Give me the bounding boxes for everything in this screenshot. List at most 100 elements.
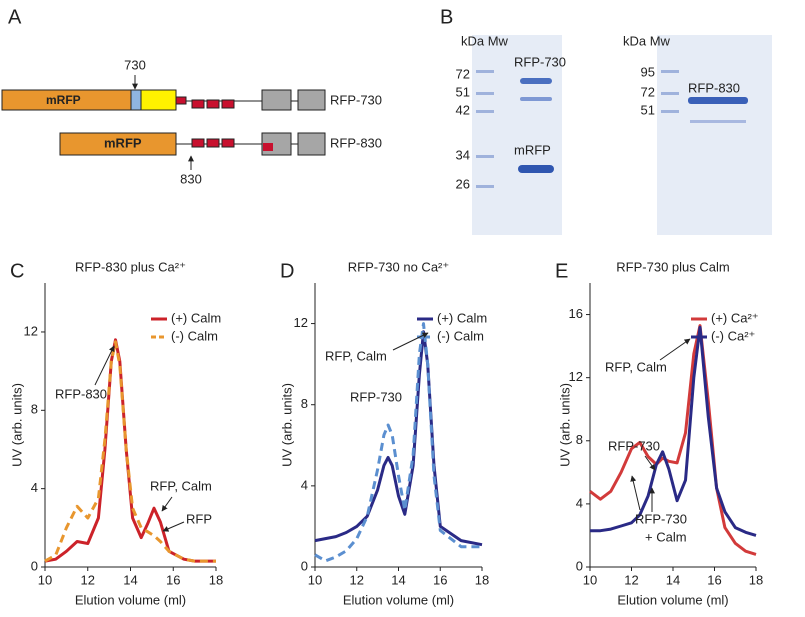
x-tick-label: 14	[666, 572, 680, 587]
annotation: RFP-730	[608, 438, 660, 453]
gel-band	[688, 97, 748, 104]
x-tick-label: 10	[583, 572, 597, 587]
series-line	[590, 325, 757, 537]
annotation: RFP, Calm	[605, 359, 667, 374]
x-tick-label: 10	[308, 572, 322, 587]
legend-label: (+) Ca²⁺	[711, 310, 759, 325]
marker-label: 72	[456, 66, 470, 81]
series-line	[314, 322, 482, 563]
y-tick-label: 0	[576, 558, 583, 573]
gray-box	[297, 89, 326, 111]
marker-label: 26	[456, 176, 470, 191]
x-tick-label: 16	[433, 572, 447, 587]
ladder-band	[661, 92, 679, 95]
x-axis-label: Elution volume (ml)	[75, 592, 186, 607]
y-tick-label: 4	[301, 477, 308, 492]
gel-band	[520, 78, 552, 84]
x-tick-label: 18	[475, 572, 489, 587]
red-box	[175, 96, 187, 105]
panel-a: A mRFP RFP-730 730 mRFP RFP-830 830	[1, 6, 382, 186]
gel	[657, 35, 772, 235]
y-tick-label: 12	[569, 369, 583, 384]
y-tick-label: 0	[301, 558, 308, 573]
annotation: RFP-730	[635, 511, 687, 526]
y-tick-label: 16	[569, 306, 583, 321]
annotation: RFP, Calm	[150, 478, 212, 493]
y-tick-label: 8	[301, 396, 308, 411]
y-tick-label: 12	[24, 323, 38, 338]
ladder-band	[476, 70, 494, 73]
panel-label: C	[10, 260, 24, 282]
gray-box	[297, 132, 326, 156]
band-label: mRFP	[514, 142, 551, 157]
legend-label: (+) Calm	[171, 310, 221, 325]
annotation: RFP-830	[55, 386, 107, 401]
y-axis-label: UV (arb. units)	[279, 383, 294, 467]
annotation-arrow	[659, 338, 691, 361]
domain-label: mRFP	[104, 135, 142, 150]
annotation-arrow	[630, 475, 641, 511]
legend-label: (-) Calm	[437, 328, 484, 343]
red-box	[263, 143, 273, 151]
chart-title: RFP-730 plus Calm	[616, 259, 729, 274]
x-tick-label: 16	[166, 572, 180, 587]
construct-name: RFP-730	[330, 92, 382, 107]
gel-band	[518, 165, 554, 173]
ladder-band	[661, 70, 679, 73]
marker-label: 34	[456, 147, 470, 162]
red-box	[206, 99, 220, 109]
annotation-arrow	[94, 345, 115, 386]
series-line	[44, 340, 216, 563]
y-axis-label: UV (arb. units)	[557, 383, 572, 467]
annotation-arrow	[161, 496, 173, 512]
legend-label: (+) Calm	[437, 310, 487, 325]
marker-label: 95	[641, 64, 655, 79]
panel-label: B	[440, 6, 453, 28]
annotation-arrow	[392, 332, 429, 351]
x-axis-label: Elution volume (ml)	[617, 592, 728, 607]
band-label: RFP-730	[514, 54, 566, 69]
red-box	[221, 138, 235, 148]
series-line	[44, 338, 216, 563]
y-tick-label: 8	[576, 432, 583, 447]
linker-box	[130, 89, 142, 111]
annotation-arrow	[162, 521, 185, 532]
x-tick-label: 14	[391, 572, 405, 587]
y-tick-label: 4	[576, 495, 583, 510]
red-box	[221, 99, 235, 109]
marker-label: 72	[641, 84, 655, 99]
marker-label: 51	[641, 102, 655, 117]
marker-label: 51	[456, 84, 470, 99]
panel-label: E	[555, 260, 568, 282]
band-label: RFP-830	[688, 80, 740, 95]
chart-title: RFP-830 plus Ca²⁺	[75, 259, 186, 274]
legend-label: (-) Calm	[171, 328, 218, 343]
annotation-arrow	[644, 455, 656, 471]
x-tick-label: 18	[749, 572, 763, 587]
ladder-band	[476, 155, 494, 158]
ladder-band	[476, 110, 494, 113]
annotation: RFP-730	[350, 389, 402, 404]
marker-label: 42	[456, 102, 470, 117]
panel-b: B kDa Mw 72 51 42 34 26 RFP-730 mRFP kDa…	[440, 6, 772, 235]
annotation: RFP, Calm	[325, 348, 387, 363]
series-line	[589, 324, 757, 556]
site-label: 730	[124, 57, 146, 72]
x-tick-label: 12	[81, 572, 95, 587]
gray-box	[261, 89, 292, 111]
ladder-band	[476, 92, 494, 95]
panel-label: D	[280, 260, 294, 282]
annotation: + Calm	[645, 529, 687, 544]
y-tick-label: 0	[31, 558, 38, 573]
series-line	[314, 330, 483, 547]
gel-band	[520, 97, 552, 101]
domain-label: mRFP	[46, 93, 81, 107]
red-box	[191, 138, 205, 148]
x-tick-label: 12	[624, 572, 638, 587]
x-tick-label: 12	[350, 572, 364, 587]
red-box	[206, 138, 220, 148]
y-tick-label: 8	[31, 402, 38, 417]
gel-band	[690, 120, 746, 123]
gel-header: kDa Mw	[623, 33, 671, 48]
